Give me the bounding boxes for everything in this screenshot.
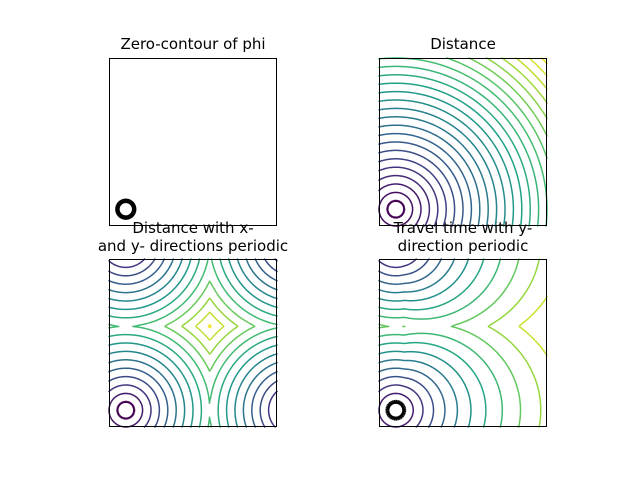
contour-level-1 — [115, 198, 137, 220]
contour-level-circle — [386, 199, 406, 219]
contour-level-11 — [518, 296, 548, 357]
contour-level-5 — [378, 158, 447, 227]
contour-level-10 — [487, 258, 542, 428]
contour-level-3 — [378, 174, 431, 227]
panel1-plot — [109, 58, 277, 226]
contour-level-10 — [164, 280, 256, 372]
contour-level-11 — [181, 297, 239, 355]
panel2-plot — [378, 57, 548, 227]
panel2-title-text: Distance — [430, 35, 496, 53]
axes-frame — [379, 58, 547, 226]
contour-lines — [378, 258, 548, 428]
contour-level-13 — [207, 324, 212, 329]
contour-lines — [115, 198, 137, 220]
panel3-title-line1: Distance with x- — [132, 219, 254, 237]
contour-level-19 — [468, 57, 548, 137]
contour-lines — [378, 57, 548, 227]
panel4-plot — [378, 258, 548, 428]
panel2-title: Distance — [379, 35, 547, 53]
panel3-title-line2: and y- directions periodic — [97, 237, 289, 255]
panel4-title-line2: direction periodic — [397, 237, 529, 255]
contour-level-12 — [195, 311, 225, 341]
panel4-title: Travel time with y- direction periodic — [330, 219, 596, 255]
contour-level-1 — [108, 392, 144, 428]
panel1-title-text: Zero-contour of phi — [120, 35, 266, 53]
contour-lines — [108, 258, 278, 428]
contour-level-circle — [116, 400, 136, 420]
panel3-plot — [108, 258, 278, 428]
axes-frame — [109, 58, 277, 226]
axes-frame — [109, 259, 277, 427]
panel1-title: Zero-contour of phi — [109, 35, 277, 53]
panel3-title: Distance with x- and y- directions perio… — [60, 219, 326, 255]
contour-level-1 — [378, 392, 414, 428]
contour-level-1 — [378, 191, 414, 227]
contour-level-2 — [378, 183, 422, 227]
panel4-title-line1: Travel time with y- — [393, 219, 533, 237]
axes-frame — [379, 259, 547, 427]
contour-level-circle — [385, 399, 407, 421]
